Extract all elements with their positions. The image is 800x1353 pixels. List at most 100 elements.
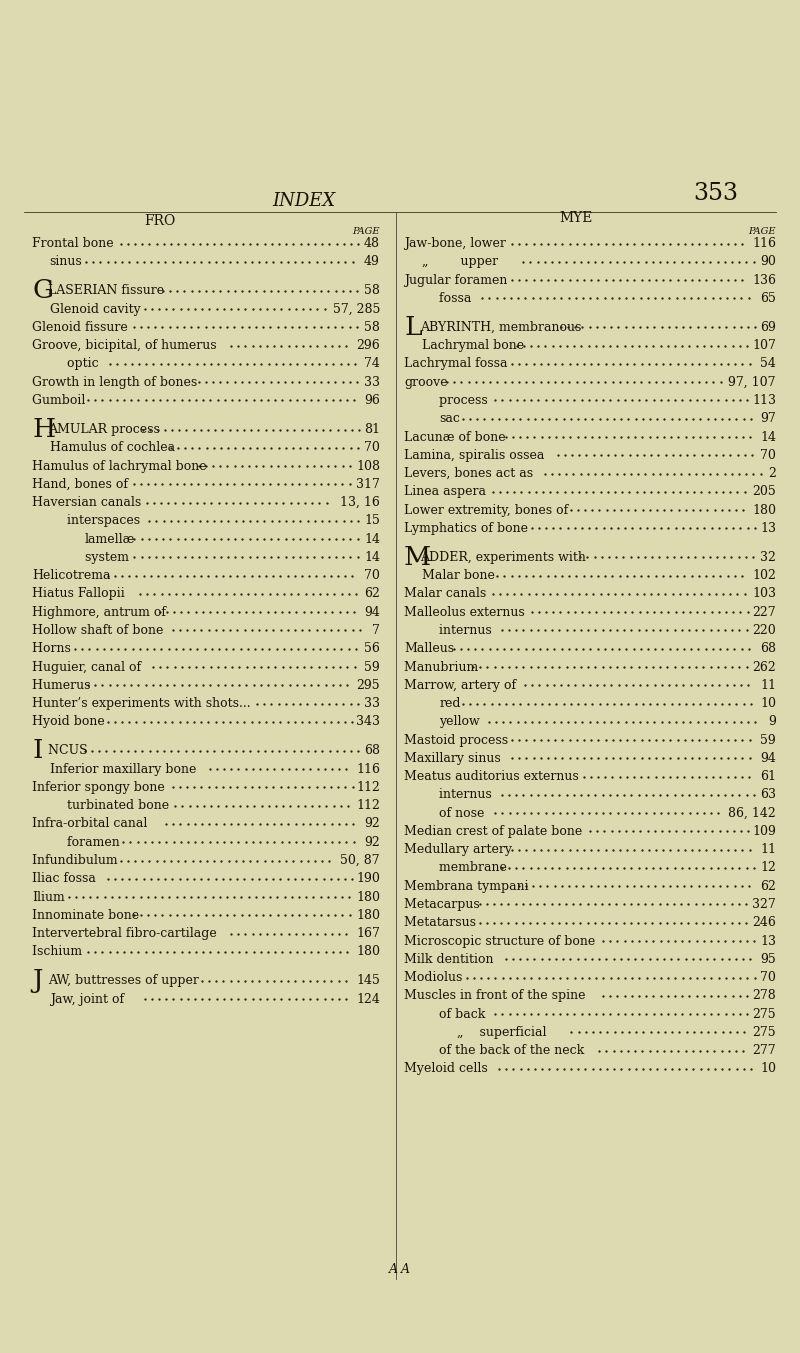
Text: fossa: fossa: [439, 292, 475, 304]
Text: I: I: [32, 739, 42, 763]
Text: 57, 285: 57, 285: [333, 303, 380, 315]
Text: Infundibulum: Infundibulum: [32, 854, 122, 867]
Text: internus: internus: [439, 789, 496, 801]
Text: 108: 108: [356, 460, 380, 472]
Text: 14: 14: [364, 551, 380, 564]
Text: 13: 13: [760, 522, 776, 534]
Text: Gumboil: Gumboil: [32, 394, 90, 407]
Text: 180: 180: [356, 909, 380, 921]
Text: FRO: FRO: [144, 214, 176, 227]
Text: 50, 87: 50, 87: [340, 854, 380, 867]
Text: Highmore, antrum of: Highmore, antrum of: [32, 606, 166, 618]
Text: 11: 11: [760, 843, 776, 856]
Text: Lachrymal fossa: Lachrymal fossa: [404, 357, 511, 371]
Text: Jaw, joint of: Jaw, joint of: [50, 993, 128, 1005]
Text: 9: 9: [768, 716, 776, 728]
Text: 62: 62: [364, 587, 380, 601]
Text: Lachrymal bone: Lachrymal bone: [422, 340, 524, 352]
Text: 295: 295: [356, 679, 380, 691]
Text: Glenoid cavity: Glenoid cavity: [50, 303, 140, 315]
Text: 74: 74: [364, 357, 380, 371]
Text: Lamina, spiralis ossea: Lamina, spiralis ossea: [404, 449, 548, 461]
Text: ABYRINTH, membranous: ABYRINTH, membranous: [420, 321, 586, 334]
Text: L: L: [404, 315, 422, 340]
Text: Infra-orbital canal: Infra-orbital canal: [32, 817, 151, 831]
Text: Hamulus of lachrymal bone: Hamulus of lachrymal bone: [32, 460, 206, 472]
Text: membrane: membrane: [439, 862, 511, 874]
Text: 95: 95: [760, 953, 776, 966]
Text: 246: 246: [752, 916, 776, 930]
Text: Haversian canals: Haversian canals: [32, 497, 146, 509]
Text: 81: 81: [364, 423, 380, 436]
Text: yellow: yellow: [439, 716, 484, 728]
Text: sac: sac: [439, 413, 460, 425]
Text: Malleus: Malleus: [404, 643, 454, 655]
Text: 116: 116: [752, 237, 776, 250]
Text: 58: 58: [364, 321, 380, 334]
Text: Median crest of palate bone: Median crest of palate bone: [404, 825, 586, 838]
Text: „        upper: „ upper: [422, 256, 502, 268]
Text: 92: 92: [364, 817, 380, 831]
Text: internus: internus: [439, 624, 496, 637]
Text: M: M: [404, 545, 431, 570]
Text: 65: 65: [760, 292, 776, 304]
Text: 343: 343: [356, 716, 380, 728]
Text: 59: 59: [364, 660, 380, 674]
Text: 14: 14: [760, 430, 776, 444]
Text: 33: 33: [364, 376, 380, 388]
Text: 7: 7: [372, 624, 380, 637]
Text: Humerus: Humerus: [32, 679, 94, 691]
Text: Glenoid fissure: Glenoid fissure: [32, 321, 128, 334]
Text: 102: 102: [752, 570, 776, 582]
Text: G: G: [32, 279, 53, 303]
Text: 13: 13: [760, 935, 776, 947]
Text: 145: 145: [356, 974, 380, 988]
Text: Metatarsus: Metatarsus: [404, 916, 480, 930]
Text: Jugular foramen: Jugular foramen: [404, 273, 511, 287]
Text: 296: 296: [356, 340, 380, 352]
Text: 275: 275: [752, 1026, 776, 1039]
Text: 49: 49: [364, 256, 380, 268]
Text: PAGE: PAGE: [353, 227, 380, 235]
Text: 54: 54: [760, 357, 776, 371]
Text: 86, 142: 86, 142: [728, 806, 776, 820]
Text: NCUS: NCUS: [48, 744, 92, 758]
Text: of nose: of nose: [439, 806, 489, 820]
Text: 92: 92: [364, 836, 380, 848]
Text: interspaces: interspaces: [67, 514, 144, 528]
Text: 62: 62: [760, 879, 776, 893]
Text: Muscles in front of the spine: Muscles in front of the spine: [404, 989, 590, 1003]
Text: 12: 12: [760, 862, 776, 874]
Text: 13, 16: 13, 16: [340, 497, 380, 509]
Text: Maxillary sinus: Maxillary sinus: [404, 752, 505, 764]
Text: 97, 107: 97, 107: [729, 376, 776, 388]
Text: Lacunæ of bone: Lacunæ of bone: [404, 430, 510, 444]
Text: 103: 103: [752, 587, 776, 601]
Text: 10: 10: [760, 1062, 776, 1076]
Text: MYE: MYE: [559, 211, 593, 225]
Text: Malar bone: Malar bone: [422, 570, 498, 582]
Text: Metacarpus: Metacarpus: [404, 898, 484, 911]
Text: lamellæ: lamellæ: [85, 533, 135, 545]
Text: Ilium: Ilium: [32, 890, 65, 904]
Text: 180: 180: [752, 503, 776, 517]
Text: 262: 262: [752, 660, 776, 674]
Text: Mastoid process: Mastoid process: [404, 733, 512, 747]
Text: H: H: [32, 417, 55, 442]
Text: 70: 70: [364, 570, 380, 582]
Text: 68: 68: [760, 643, 776, 655]
Text: Hiatus Fallopii: Hiatus Fallopii: [32, 587, 129, 601]
Text: 180: 180: [356, 946, 380, 958]
Text: Frontal bone: Frontal bone: [32, 237, 118, 250]
Text: Myeloid cells: Myeloid cells: [404, 1062, 492, 1076]
Text: 58: 58: [364, 284, 380, 298]
Text: 113: 113: [752, 394, 776, 407]
Text: PAGE: PAGE: [749, 227, 776, 235]
Text: J: J: [32, 969, 42, 993]
Text: Hyoid bone: Hyoid bone: [32, 716, 109, 728]
Text: Hollow shaft of bone: Hollow shaft of bone: [32, 624, 167, 637]
Text: Manubrium: Manubrium: [404, 660, 482, 674]
Text: 94: 94: [364, 606, 380, 618]
Text: Modiolus: Modiolus: [404, 971, 466, 984]
Text: Hamulus of cochlea: Hamulus of cochlea: [50, 441, 174, 455]
